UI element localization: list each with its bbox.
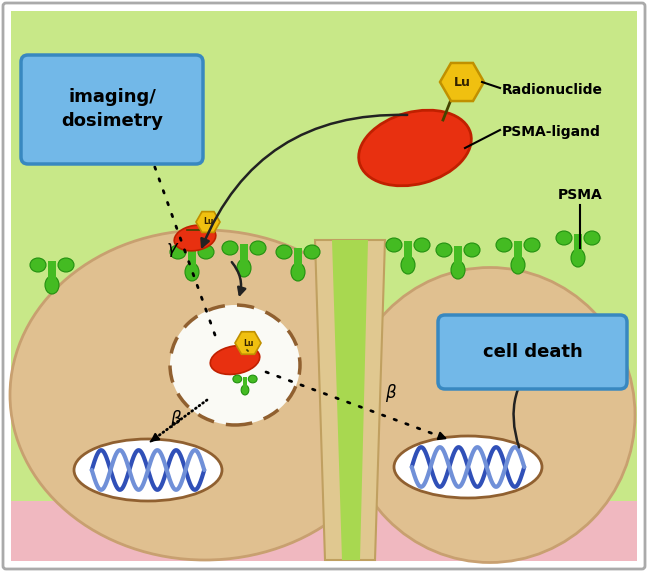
Ellipse shape: [170, 305, 300, 425]
Ellipse shape: [496, 238, 512, 252]
FancyBboxPatch shape: [438, 315, 627, 389]
FancyArrowPatch shape: [513, 353, 544, 447]
Ellipse shape: [241, 385, 249, 395]
Ellipse shape: [394, 436, 542, 498]
Ellipse shape: [345, 268, 635, 562]
Ellipse shape: [233, 375, 242, 383]
Bar: [240, 244, 248, 266]
Ellipse shape: [170, 245, 186, 259]
Ellipse shape: [250, 241, 266, 255]
Text: β: β: [170, 410, 181, 428]
FancyArrowPatch shape: [202, 115, 407, 247]
Ellipse shape: [401, 256, 415, 274]
Ellipse shape: [198, 245, 214, 259]
Ellipse shape: [556, 231, 572, 245]
Ellipse shape: [237, 259, 251, 277]
Text: PSMA: PSMA: [558, 188, 603, 202]
Ellipse shape: [174, 225, 216, 251]
Bar: [11, 501, 637, 561]
Ellipse shape: [210, 345, 260, 375]
Text: cell death: cell death: [483, 343, 583, 361]
Text: Lu: Lu: [243, 339, 253, 348]
Ellipse shape: [464, 243, 480, 257]
FancyBboxPatch shape: [21, 55, 203, 164]
Ellipse shape: [511, 256, 525, 274]
Ellipse shape: [45, 276, 59, 294]
Text: imaging/
dosimetry: imaging/ dosimetry: [61, 88, 163, 130]
Ellipse shape: [291, 263, 305, 281]
Bar: [514, 241, 522, 263]
FancyArrowPatch shape: [232, 262, 245, 295]
Bar: [243, 377, 247, 389]
Polygon shape: [332, 240, 368, 560]
Bar: [404, 241, 412, 263]
Text: PSMA-ligand: PSMA-ligand: [502, 125, 601, 139]
Ellipse shape: [248, 375, 257, 383]
Ellipse shape: [386, 238, 402, 252]
Text: Lu: Lu: [203, 217, 213, 227]
Ellipse shape: [571, 249, 585, 267]
FancyBboxPatch shape: [3, 3, 645, 569]
Text: Radionuclide: Radionuclide: [502, 83, 603, 97]
Ellipse shape: [74, 439, 222, 501]
Ellipse shape: [584, 231, 600, 245]
Text: γ: γ: [167, 239, 178, 257]
Ellipse shape: [451, 261, 465, 279]
Ellipse shape: [524, 238, 540, 252]
Ellipse shape: [58, 258, 74, 272]
Bar: [48, 261, 56, 283]
Bar: [294, 248, 302, 270]
Ellipse shape: [304, 245, 320, 259]
Polygon shape: [315, 240, 385, 560]
Ellipse shape: [414, 238, 430, 252]
Bar: [188, 248, 196, 270]
Ellipse shape: [276, 245, 292, 259]
Text: β: β: [385, 384, 396, 402]
Ellipse shape: [436, 243, 452, 257]
Text: Lu: Lu: [454, 76, 470, 89]
Ellipse shape: [185, 263, 199, 281]
Ellipse shape: [222, 241, 238, 255]
Ellipse shape: [10, 230, 400, 560]
Ellipse shape: [359, 110, 471, 186]
Bar: [574, 234, 582, 256]
Ellipse shape: [30, 258, 46, 272]
Bar: [454, 246, 462, 268]
